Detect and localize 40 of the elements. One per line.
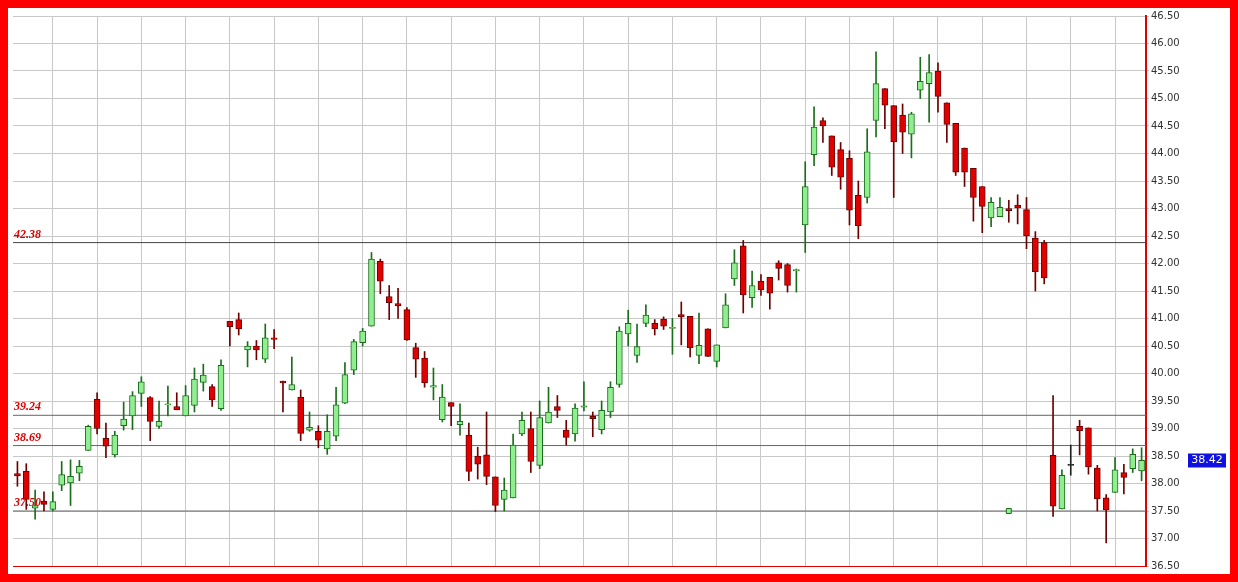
candlestick bbox=[288, 356, 296, 391]
ref-line-label: 38.69 bbox=[13, 429, 41, 444]
candlestick bbox=[695, 312, 703, 364]
y-tick-label: 46.00 bbox=[1151, 37, 1180, 49]
y-tick-label: 43.50 bbox=[1151, 174, 1180, 186]
y-tick-label: 39.00 bbox=[1151, 422, 1180, 434]
y-tick-label: 42.50 bbox=[1151, 229, 1180, 241]
ref-line-label: 42.38 bbox=[13, 226, 41, 241]
text: 38.42 bbox=[1191, 453, 1223, 467]
candlestick bbox=[385, 285, 393, 320]
y-tick-label: 40.50 bbox=[1151, 339, 1180, 351]
y-tick-label: 37.00 bbox=[1151, 532, 1180, 544]
candlestick bbox=[580, 381, 588, 412]
candlestick bbox=[1120, 463, 1128, 495]
y-tick-label: 38.00 bbox=[1151, 477, 1180, 489]
candlestick bbox=[164, 385, 172, 417]
y-tick-label: 46.50 bbox=[1151, 9, 1180, 21]
y-tick-label: 45.50 bbox=[1151, 64, 1180, 76]
y-tick-label: 41.00 bbox=[1151, 312, 1180, 324]
y-tick-label: 40.00 bbox=[1151, 367, 1180, 379]
candlestick bbox=[173, 392, 181, 411]
y-tick-label: 36.50 bbox=[1151, 559, 1180, 571]
candlestick bbox=[394, 287, 402, 319]
y-tick-label: 44.50 bbox=[1151, 119, 1180, 131]
y-tick-label: 41.50 bbox=[1151, 284, 1180, 296]
y-tick-label: 44.00 bbox=[1151, 147, 1180, 159]
y-tick-label: 39.50 bbox=[1151, 394, 1180, 406]
y-tick-label: 45.00 bbox=[1151, 92, 1180, 104]
candlestick bbox=[447, 402, 455, 427]
candlestick bbox=[677, 301, 685, 346]
y-tick-label: 37.50 bbox=[1151, 504, 1180, 516]
candlestick bbox=[155, 400, 163, 429]
ref-line-label: 39.24 bbox=[13, 399, 41, 414]
candlestick bbox=[270, 329, 278, 350]
candlestick bbox=[1005, 199, 1013, 223]
candlestick bbox=[916, 56, 924, 99]
candlestick bbox=[589, 411, 597, 438]
y-tick-label: 38.50 bbox=[1151, 449, 1180, 461]
y-tick-label: 42.00 bbox=[1151, 257, 1180, 269]
y-tick-label: 43.00 bbox=[1151, 202, 1180, 214]
